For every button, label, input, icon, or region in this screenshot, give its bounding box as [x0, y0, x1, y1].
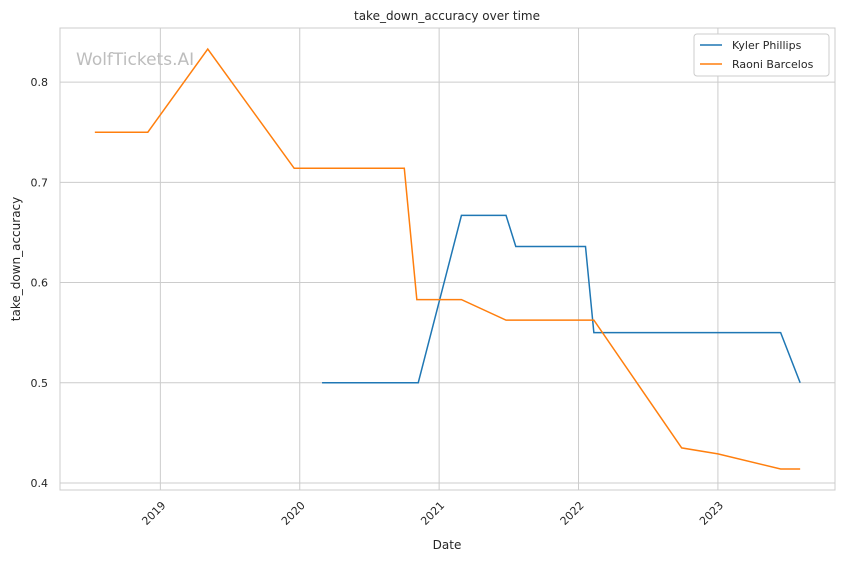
x-axis-label: Date	[433, 538, 462, 552]
y-tick-label: 0.4	[31, 477, 49, 490]
watermark: WolfTickets.AI	[76, 50, 194, 70]
x-tick-label: 2021	[418, 499, 447, 528]
series-line-raoni-barcelos	[94, 47, 801, 470]
y-tick-label: 0.7	[31, 176, 49, 189]
x-tick-label: 2019	[139, 499, 168, 528]
chart-title: take_down_accuracy over time	[354, 9, 540, 23]
legend: Kyler Phillips Raoni Barcelos	[693, 33, 830, 77]
series-line-kyler-phillips	[322, 214, 801, 384]
legend-label-kyler-phillips: Kyler Phillips	[732, 39, 802, 52]
y-tick-label: 0.8	[31, 76, 49, 89]
plot-area	[59, 27, 836, 491]
y-tick-label: 0.5	[31, 377, 49, 390]
y-axis-label: take_down_accuracy	[9, 197, 23, 321]
x-tick-label: 2020	[279, 499, 308, 528]
legend-label-raoni-barcelos: Raoni Barcelos	[732, 58, 814, 71]
x-tick-label: 2023	[697, 499, 726, 528]
y-tick-label: 0.6	[31, 277, 49, 290]
x-tick-label: 2022	[558, 499, 587, 528]
